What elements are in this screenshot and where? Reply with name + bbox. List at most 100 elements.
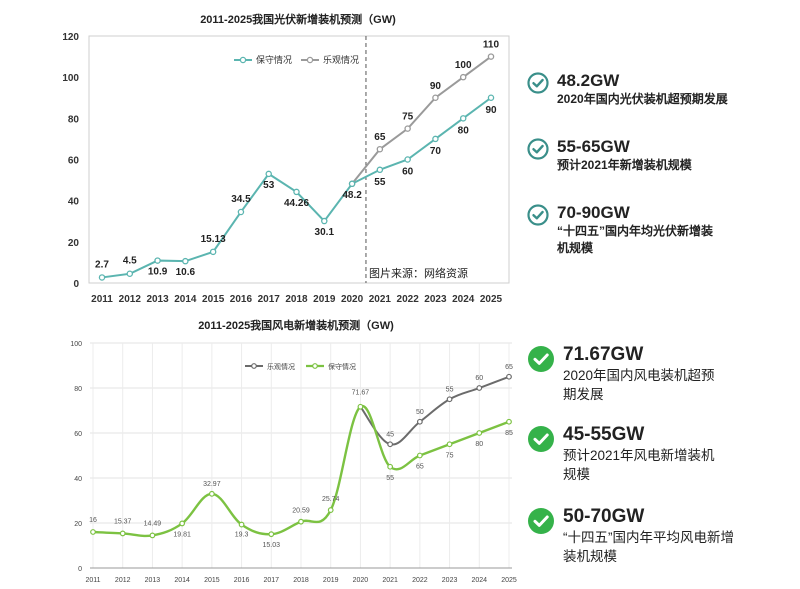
data-point-conservative — [348, 180, 356, 188]
legend: 保守情况 乐观情况 — [234, 54, 359, 65]
data-point-conservative — [154, 257, 161, 264]
y-tick-label: 80 — [74, 386, 82, 393]
data-point-conservative — [416, 452, 423, 459]
series-line-optimistic — [351, 55, 492, 185]
data-label-optimistic: 50 — [416, 409, 424, 416]
data-point-conservative — [237, 208, 245, 216]
data-label-conservative: 10.6 — [176, 267, 196, 278]
x-tick-label: 2024 — [471, 577, 487, 584]
data-label-conservative: 19.3 — [235, 532, 249, 539]
x-tick-label: 2013 — [146, 294, 169, 305]
data-point-conservative — [298, 518, 304, 525]
check-circle-icon — [527, 72, 549, 94]
data-label-optimistic: 90 — [430, 81, 442, 92]
y-tick-label: 120 — [62, 32, 79, 43]
data-label-conservative: 19.81 — [173, 531, 191, 538]
plot-frame — [88, 35, 510, 284]
x-tick-label: 2019 — [313, 294, 336, 305]
x-tick-label: 2012 — [119, 294, 142, 305]
check-circle-icon — [528, 508, 554, 534]
data-label-optimistic: 65 — [374, 132, 386, 143]
legend-marker-conservative — [312, 363, 318, 369]
x-tick-label: 2019 — [323, 577, 339, 584]
check-circle-icon — [528, 426, 554, 452]
data-label-conservative: 75 — [446, 452, 454, 459]
x-tick-label: 2020 — [353, 577, 369, 584]
data-point-conservative — [459, 115, 467, 122]
x-tick-label: 2012 — [115, 577, 131, 584]
note-value: 45-55GW — [563, 424, 645, 445]
data-label-conservative: 60 — [402, 167, 414, 178]
data-label-optimistic: 110 — [483, 40, 500, 51]
wind-note-1: 71.67GW 2020年国内风电装机超预期发展 — [527, 344, 723, 405]
data-point-optimistic — [404, 125, 411, 132]
data-point-conservative — [98, 274, 106, 281]
data-label-conservative: 71.67 — [352, 390, 370, 397]
solar-note-2: 55-65GW 预计2021年新增装机规模 — [527, 137, 692, 174]
data-point-conservative — [265, 170, 272, 178]
note-value: 71.67GW — [563, 344, 644, 365]
data-label-conservative: 10.9 — [148, 267, 168, 278]
solar-chart: 2011-2025我国光伏新增装机预测（GW) 0 20 40 60 80 100 120 20… — [62, 12, 510, 305]
y-tick-label: 20 — [68, 238, 80, 249]
data-label-conservative: 32.97 — [203, 481, 221, 488]
x-tick-label: 2023 — [442, 577, 458, 584]
data-label-conservative: 2.7 — [95, 259, 109, 270]
y-tick-label: 60 — [74, 431, 82, 438]
y-tick-label: 100 — [70, 341, 82, 348]
note-desc: 预计2021年风电新增装机规模 — [563, 447, 715, 483]
x-tick-label: 2016 — [234, 577, 250, 584]
data-point-optimistic — [506, 373, 512, 380]
x-tick-label: 2025 — [501, 577, 517, 584]
data-point-conservative — [387, 463, 394, 470]
series-line-conservative — [101, 96, 492, 279]
data-point-conservative — [327, 507, 334, 513]
data-point-conservative — [357, 403, 364, 410]
data-label-conservative: 4.5 — [123, 256, 137, 267]
series-line-optimistic — [359, 375, 510, 446]
x-tick-label: 2017 — [258, 294, 281, 305]
wind-note-2: 45-55GW 预计2021年风电新增装机规模 — [527, 424, 723, 485]
data-label-conservative: 44.26 — [284, 198, 309, 209]
data-label-optimistic: 45 — [386, 431, 394, 438]
data-label-conservative: 70 — [430, 146, 442, 157]
data-point-conservative — [446, 441, 453, 448]
x-tick-label: 2024 — [452, 294, 475, 305]
note-value: 48.2GW — [557, 71, 620, 90]
y-tick-label: 80 — [68, 114, 80, 125]
solar-note-1: 48.2GW 2020年国内光伏装机超预期发展 — [527, 71, 728, 108]
data-label-conservative: 90 — [485, 105, 497, 116]
data-label-conservative: 55 — [386, 475, 394, 482]
x-tick-label: 2011 — [85, 577, 100, 584]
data-label-conservative: 55 — [374, 177, 386, 188]
wind-chart: 2011-2025我国风电新增装机预测（GW) 0 20 40 60 80 100 2011 2… — [70, 318, 517, 584]
data-label-conservative: 80 — [475, 441, 483, 448]
y-tick-label: 100 — [62, 73, 79, 84]
data-label-conservative: 16 — [89, 517, 97, 524]
wind-note-3: 50-70GW “十四五”国内年平均风电新增装机规模 — [527, 506, 738, 567]
data-point-conservative — [404, 156, 411, 163]
note-desc: 预计2021年新增装机规模 — [557, 157, 692, 172]
data-point-conservative — [487, 94, 495, 102]
image-source-annotation: 图片来源：网络资源 — [369, 266, 468, 280]
x-tick-label: 2022 — [397, 294, 420, 305]
series-line-conservative — [92, 405, 510, 538]
data-point-conservative — [182, 257, 189, 265]
data-label-conservative: 48.2 — [342, 190, 362, 201]
y-tick-label: 40 — [74, 476, 82, 483]
y-tick-label: 40 — [68, 197, 80, 208]
data-point-conservative — [238, 521, 245, 528]
x-tick-label: 2017 — [263, 577, 279, 584]
data-point-conservative — [179, 520, 186, 527]
x-tick-label: 2018 — [293, 577, 309, 584]
data-point-optimistic — [416, 418, 423, 425]
data-point-optimistic — [487, 53, 495, 60]
x-tick-label: 2014 — [174, 294, 197, 305]
x-tick-label: 2015 — [202, 294, 225, 305]
data-label-conservative: 34.5 — [231, 194, 251, 205]
data-point-conservative — [119, 530, 126, 537]
data-point-optimistic — [432, 94, 439, 102]
data-label-optimistic: 60 — [475, 375, 483, 382]
check-circle-icon — [527, 204, 549, 226]
check-circle-icon — [528, 346, 554, 372]
